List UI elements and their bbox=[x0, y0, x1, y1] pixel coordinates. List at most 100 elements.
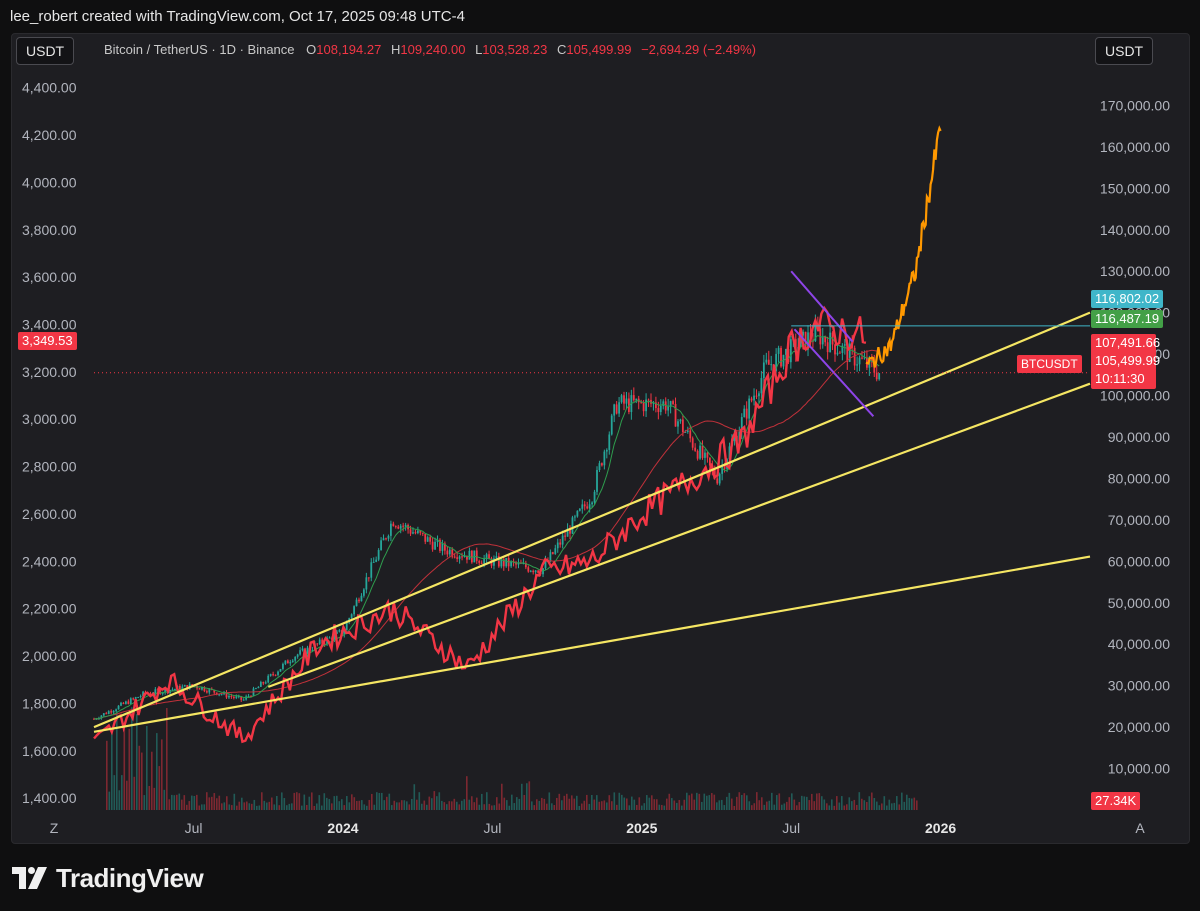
volume-bar bbox=[343, 805, 346, 810]
candle-body bbox=[434, 541, 436, 550]
volume-bar bbox=[661, 804, 663, 810]
volume-bar bbox=[788, 797, 791, 810]
trendline bbox=[267, 382, 1091, 688]
chart-panel[interactable]: 4,400.00 4,200.00 4,000.00 3,800.00 3,600.00… bbox=[11, 33, 1190, 844]
volume-bar bbox=[183, 795, 186, 810]
volume-bar bbox=[678, 800, 681, 810]
volume-bar bbox=[523, 794, 526, 810]
volume-bar bbox=[301, 805, 303, 810]
tradingview-logo[interactable]: TradingView bbox=[12, 862, 204, 894]
volume-bar bbox=[858, 792, 861, 810]
volume-bar bbox=[248, 803, 251, 810]
candle-body bbox=[439, 539, 441, 551]
candle-body bbox=[259, 682, 262, 687]
volume-bar bbox=[798, 802, 801, 810]
volume-bar bbox=[256, 805, 258, 810]
volume-bar bbox=[746, 795, 748, 810]
volume-bar bbox=[596, 795, 598, 810]
volume-bar bbox=[268, 801, 271, 810]
projection-path[interactable] bbox=[865, 125, 942, 368]
volume-bar bbox=[783, 803, 786, 810]
volume-bar bbox=[378, 792, 381, 810]
volume-bar bbox=[666, 798, 668, 810]
left-tick-label: 3,600.00 bbox=[22, 269, 77, 285]
volume-bar bbox=[261, 792, 263, 810]
volume-bar bbox=[663, 805, 666, 810]
volume-bar bbox=[818, 793, 821, 810]
candle-body bbox=[399, 525, 402, 529]
change-value: −2,694.29 (−2.49%) bbox=[641, 42, 757, 57]
candle-body bbox=[623, 395, 625, 404]
candle-body bbox=[753, 395, 755, 401]
volume-bar bbox=[233, 793, 236, 810]
candle-body bbox=[858, 357, 861, 365]
candle-body bbox=[132, 698, 135, 700]
candle-body bbox=[149, 693, 152, 695]
high-label: H bbox=[390, 42, 401, 57]
volume-bar bbox=[158, 766, 161, 810]
candle-body bbox=[458, 556, 461, 559]
volume-bar bbox=[563, 795, 566, 810]
left-axis: 4,400.00 4,200.00 4,000.00 3,800.00 3,600.00… bbox=[22, 80, 77, 806]
volume-bar bbox=[796, 805, 798, 810]
candle-body bbox=[785, 348, 787, 355]
volume-bar bbox=[723, 805, 726, 810]
chart-svg[interactable]: 4,400.00 4,200.00 4,000.00 3,800.00 3,600.00… bbox=[12, 34, 1189, 843]
volume-bar bbox=[176, 794, 178, 810]
low-label: L bbox=[475, 42, 483, 57]
cyan-level-tag: 116,802.02 bbox=[1091, 290, 1164, 308]
volume-bar bbox=[726, 796, 728, 810]
volume-bar bbox=[191, 795, 193, 810]
volume-bar bbox=[543, 798, 546, 810]
volume-bar bbox=[203, 804, 206, 810]
left-scale-button[interactable]: USDT bbox=[16, 37, 75, 65]
candle-body bbox=[861, 357, 863, 359]
candle-body bbox=[284, 660, 287, 664]
left-tick-label: 3,000.00 bbox=[22, 411, 77, 427]
volume-bar bbox=[441, 800, 443, 810]
volume-bar bbox=[688, 795, 691, 810]
volume-bar bbox=[491, 805, 493, 810]
candle-body bbox=[446, 550, 449, 555]
candle-body bbox=[208, 688, 211, 693]
volume-bar bbox=[813, 801, 816, 810]
volume-bar bbox=[388, 793, 391, 810]
right-scale-button[interactable]: USDT bbox=[1095, 37, 1154, 65]
volume-bar bbox=[836, 796, 838, 810]
volume-bar bbox=[271, 797, 273, 810]
volume-bar bbox=[831, 799, 833, 810]
volume-bar bbox=[468, 799, 471, 810]
volume-bar bbox=[126, 780, 128, 810]
right-tick-label: 150,000.00 bbox=[1100, 180, 1170, 196]
volume-bar bbox=[628, 805, 631, 810]
candle-body bbox=[475, 550, 478, 561]
volume-bar bbox=[446, 804, 448, 810]
candle-body bbox=[750, 398, 753, 401]
volume-bar bbox=[686, 792, 688, 810]
volume-bar bbox=[911, 798, 913, 810]
candle-body bbox=[755, 395, 758, 397]
btc-candles bbox=[93, 314, 881, 720]
candle-body bbox=[164, 688, 167, 693]
volume-bar bbox=[298, 793, 301, 810]
candle-body bbox=[544, 560, 547, 569]
right-tick-label: 90,000.00 bbox=[1108, 429, 1170, 445]
candle-body bbox=[632, 395, 635, 401]
volume-bar bbox=[618, 792, 621, 810]
volume-bar bbox=[913, 797, 916, 810]
volume-bar bbox=[218, 795, 221, 810]
candle-body bbox=[824, 336, 827, 343]
candle-body bbox=[856, 364, 858, 366]
volume-bar bbox=[538, 800, 541, 810]
volume-bar bbox=[198, 805, 201, 810]
volume-bar bbox=[718, 800, 721, 810]
volume-bar bbox=[318, 795, 321, 810]
right-tick-label: 60,000.00 bbox=[1108, 553, 1170, 569]
trendlines[interactable] bbox=[93, 311, 1091, 733]
volume-bar bbox=[886, 805, 888, 810]
candle-body bbox=[598, 463, 601, 471]
candle-body bbox=[137, 697, 140, 699]
falling-channel[interactable] bbox=[790, 270, 875, 417]
volume-bar bbox=[371, 793, 373, 810]
candle-body bbox=[245, 696, 248, 700]
